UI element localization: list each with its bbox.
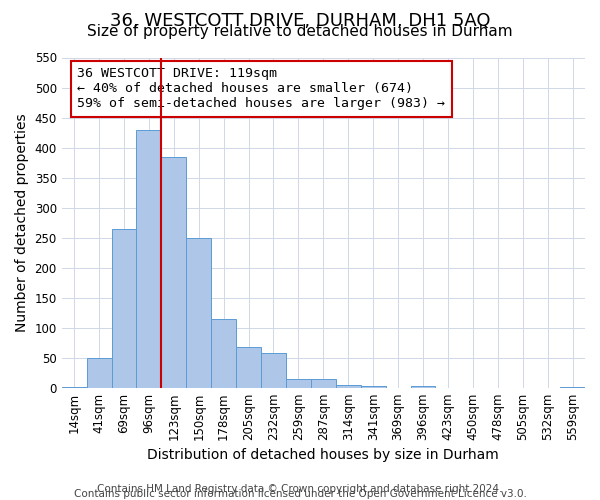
Text: Size of property relative to detached houses in Durham: Size of property relative to detached ho… (87, 24, 513, 39)
Bar (86, 358, 112, 388)
Bar (161, 156, 186, 388)
Bar (186, 238, 211, 388)
Text: 36 WESTCOTT DRIVE: 119sqm
← 40% of detached houses are smaller (674)
59% of semi: 36 WESTCOTT DRIVE: 119sqm ← 40% of detac… (77, 68, 445, 110)
Bar (336, 385, 361, 388)
Bar (410, 386, 436, 388)
Bar (236, 347, 261, 388)
Bar (286, 379, 311, 388)
X-axis label: Distribution of detached houses by size in Durham: Distribution of detached houses by size … (148, 448, 499, 462)
Bar (112, 228, 136, 388)
Bar (311, 379, 336, 388)
Bar (261, 353, 286, 388)
Bar (62, 386, 86, 388)
Text: 36, WESTCOTT DRIVE, DURHAM, DH1 5AQ: 36, WESTCOTT DRIVE, DURHAM, DH1 5AQ (110, 12, 490, 30)
Text: Contains public sector information licensed under the Open Government Licence v3: Contains public sector information licen… (74, 489, 526, 499)
Text: Contains HM Land Registry data © Crown copyright and database right 2024.: Contains HM Land Registry data © Crown c… (97, 484, 503, 494)
Y-axis label: Number of detached properties: Number of detached properties (15, 114, 29, 332)
Bar (560, 386, 585, 388)
Bar (211, 318, 236, 388)
Bar (361, 386, 386, 388)
Bar (136, 130, 161, 388)
